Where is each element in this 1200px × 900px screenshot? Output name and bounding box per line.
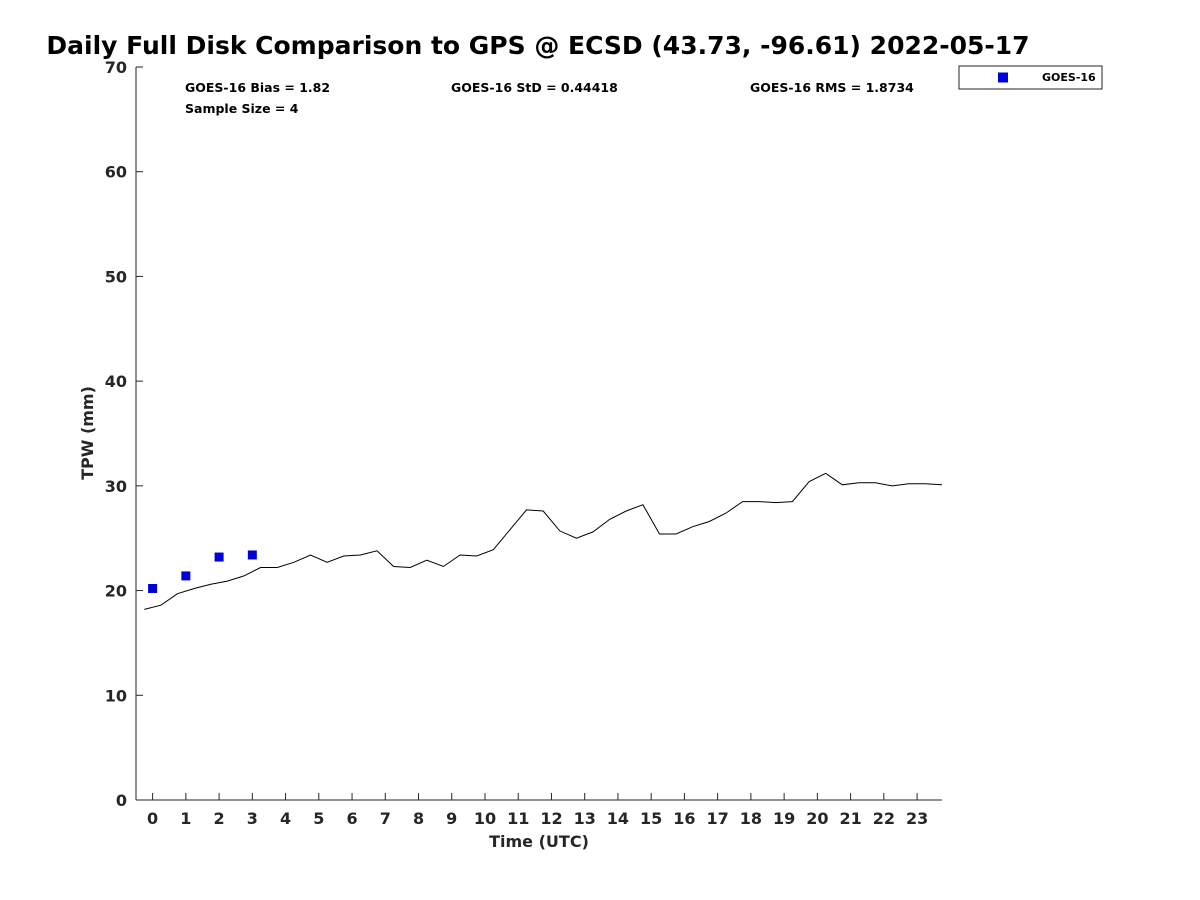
x-tick-label: 4	[280, 809, 291, 828]
x-tick-label: 19	[773, 809, 795, 828]
series-layer	[144, 472, 943, 610]
rms-stat: GOES-16 RMS = 1.8734	[750, 80, 914, 95]
bias-stat: GOES-16 Bias = 1.82	[185, 80, 330, 95]
x-tick-label: 23	[906, 809, 928, 828]
x-tick-label: 22	[873, 809, 895, 828]
goes16-point	[181, 571, 191, 581]
y-axis-label: TPW (mm)	[78, 386, 97, 480]
x-tick-label: 0	[147, 809, 158, 828]
chart-title: Daily Full Disk Comparison to GPS @ ECSD…	[46, 31, 1029, 60]
goes16-point	[214, 552, 224, 562]
x-tick-label: 21	[839, 809, 861, 828]
x-tick-label: 2	[214, 809, 225, 828]
y-tick-label: 30	[105, 477, 127, 496]
std-stat: GOES-16 StD = 0.44418	[451, 80, 618, 95]
x-tick-label: 5	[313, 809, 324, 828]
x-tick-label: 11	[507, 809, 529, 828]
x-tick-label: 1	[180, 809, 191, 828]
goes16-point	[247, 550, 257, 560]
x-tick-label: 15	[640, 809, 662, 828]
x-tick-label: 12	[540, 809, 562, 828]
x-tick-label: 3	[247, 809, 258, 828]
y-tick-label: 40	[105, 372, 127, 391]
legend-label-goes16: GOES-16	[1042, 71, 1096, 84]
gps-series-line	[144, 472, 943, 610]
x-tick-label: 17	[707, 809, 729, 828]
x-tick-label: 20	[806, 809, 828, 828]
y-tick-label: 70	[105, 58, 127, 77]
y-ticks: 0 10 20 30 40 50 60 70	[105, 58, 143, 810]
x-tick-label: 9	[446, 809, 457, 828]
y-tick-label: 60	[105, 163, 127, 182]
legend: GOES-16	[958, 65, 1103, 90]
x-tick-label: 13	[574, 809, 596, 828]
x-tick-label: 8	[413, 809, 424, 828]
x-ticks: 0 1 2 3 4 5 6 7 8 9 10 11 12 13 14 15 16 17 18 19 20 21 22 23	[147, 793, 928, 828]
x-tick-label: 16	[673, 809, 695, 828]
y-tick-label: 0	[116, 791, 127, 810]
x-tick-label: 14	[607, 809, 629, 828]
y-tick-label: 20	[105, 582, 127, 601]
legend-marker-goes16	[998, 72, 1008, 83]
x-tick-label: 10	[474, 809, 496, 828]
x-tick-label: 7	[380, 809, 391, 828]
x-axis-label: Time (UTC)	[489, 832, 589, 851]
y-tick-label: 50	[105, 267, 127, 286]
sample-size-stat: Sample Size = 4	[185, 101, 299, 116]
x-tick-label: 6	[346, 809, 357, 828]
goes16-point	[148, 583, 158, 593]
legend-box	[958, 65, 1103, 90]
x-tick-label: 18	[740, 809, 762, 828]
y-tick-label: 10	[105, 686, 127, 705]
